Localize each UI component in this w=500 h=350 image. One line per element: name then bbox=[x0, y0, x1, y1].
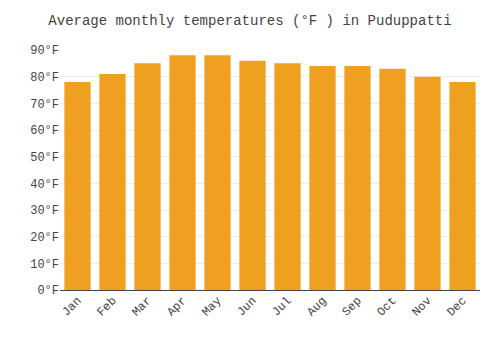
svg-text:80°F: 80°F bbox=[30, 71, 59, 85]
svg-text:0°F: 0°F bbox=[37, 284, 59, 298]
svg-text:30°F: 30°F bbox=[30, 204, 59, 218]
svg-text:Oct: Oct bbox=[374, 294, 399, 319]
svg-text:Mar: Mar bbox=[129, 294, 154, 319]
svg-text:Sep: Sep bbox=[339, 294, 364, 319]
svg-text:Jan: Jan bbox=[59, 294, 84, 319]
svg-text:Jul: Jul bbox=[269, 294, 294, 319]
svg-text:Apr: Apr bbox=[164, 294, 189, 319]
svg-text:60°F: 60°F bbox=[30, 124, 59, 138]
svg-text:10°F: 10°F bbox=[30, 258, 59, 272]
svg-text:Jun: Jun bbox=[234, 294, 259, 319]
svg-text:Average monthly temperatures (: Average monthly temperatures (°F ) in Pu… bbox=[48, 13, 451, 29]
svg-text:40°F: 40°F bbox=[30, 178, 59, 192]
svg-text:May: May bbox=[199, 294, 224, 319]
svg-text:70°F: 70°F bbox=[30, 98, 59, 112]
svg-text:Nov: Nov bbox=[409, 294, 434, 319]
svg-text:50°F: 50°F bbox=[30, 151, 59, 165]
svg-text:Aug: Aug bbox=[304, 294, 329, 319]
svg-text:Dec: Dec bbox=[444, 294, 469, 319]
svg-text:20°F: 20°F bbox=[30, 231, 59, 245]
svg-text:90°F: 90°F bbox=[30, 44, 59, 58]
svg-text:Feb: Feb bbox=[94, 294, 119, 319]
